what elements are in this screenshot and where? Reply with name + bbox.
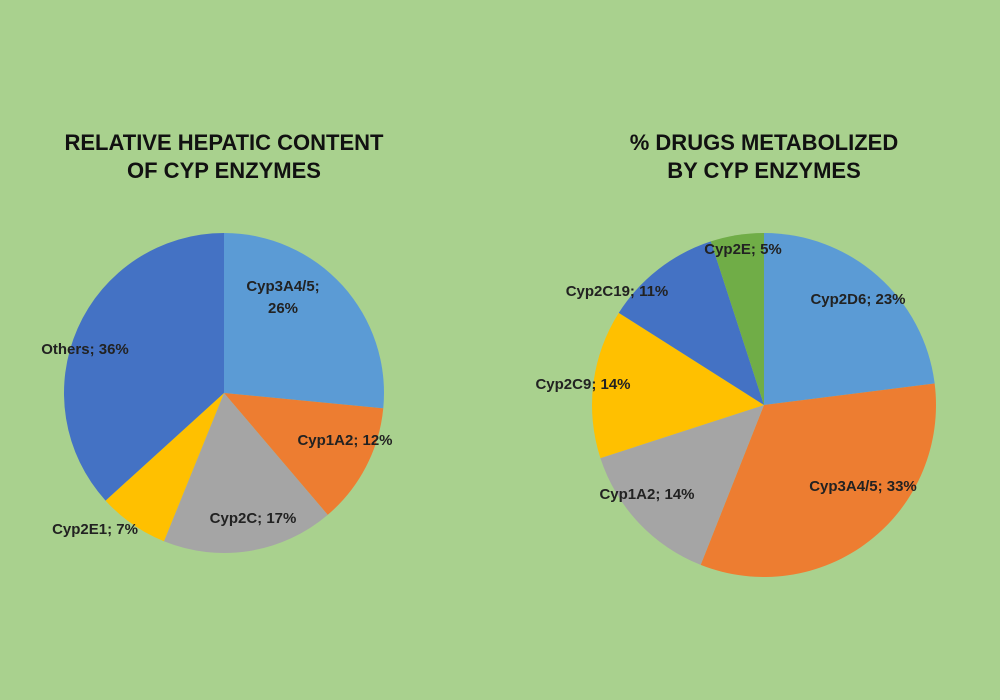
pie-slice <box>224 393 384 515</box>
chart-title: BY CYP ENZYMES <box>667 158 861 183</box>
data-label: Cyp3A4/5; 26% <box>246 278 319 317</box>
data-label: Cyp1A2; 14% <box>599 486 694 503</box>
chart-title: RELATIVE HEPATIC CONTENT <box>65 130 385 155</box>
pie-slice <box>764 233 935 405</box>
chart-title: % DRUGS METABOLIZED <box>630 130 898 155</box>
chart-title: OF CYP ENZYMES <box>127 158 321 183</box>
data-label: Cyp2D6; 23% <box>810 291 905 308</box>
pie-slice <box>64 233 224 501</box>
pie-slice <box>710 233 764 405</box>
data-label: Cyp3A4/5; 33% <box>809 478 917 495</box>
pie-slice <box>163 393 328 553</box>
pie-slice <box>600 405 764 565</box>
pie-slice <box>224 233 384 409</box>
data-label: Cyp2C19; 11% <box>566 283 669 300</box>
pie-slice <box>618 241 764 405</box>
data-label: Cyp2C; 17% <box>210 510 297 527</box>
pie-slice <box>700 383 936 577</box>
data-label: Cyp2E1; 7% <box>52 521 138 538</box>
data-label: Cyp1A2; 12% <box>297 432 392 449</box>
pie-slice <box>105 393 224 542</box>
data-label: Cyp2C9; 14% <box>535 376 630 393</box>
data-label: Cyp2E; 5% <box>704 241 782 258</box>
pie-slice <box>592 312 764 459</box>
data-label: Others; 36% <box>41 341 129 358</box>
